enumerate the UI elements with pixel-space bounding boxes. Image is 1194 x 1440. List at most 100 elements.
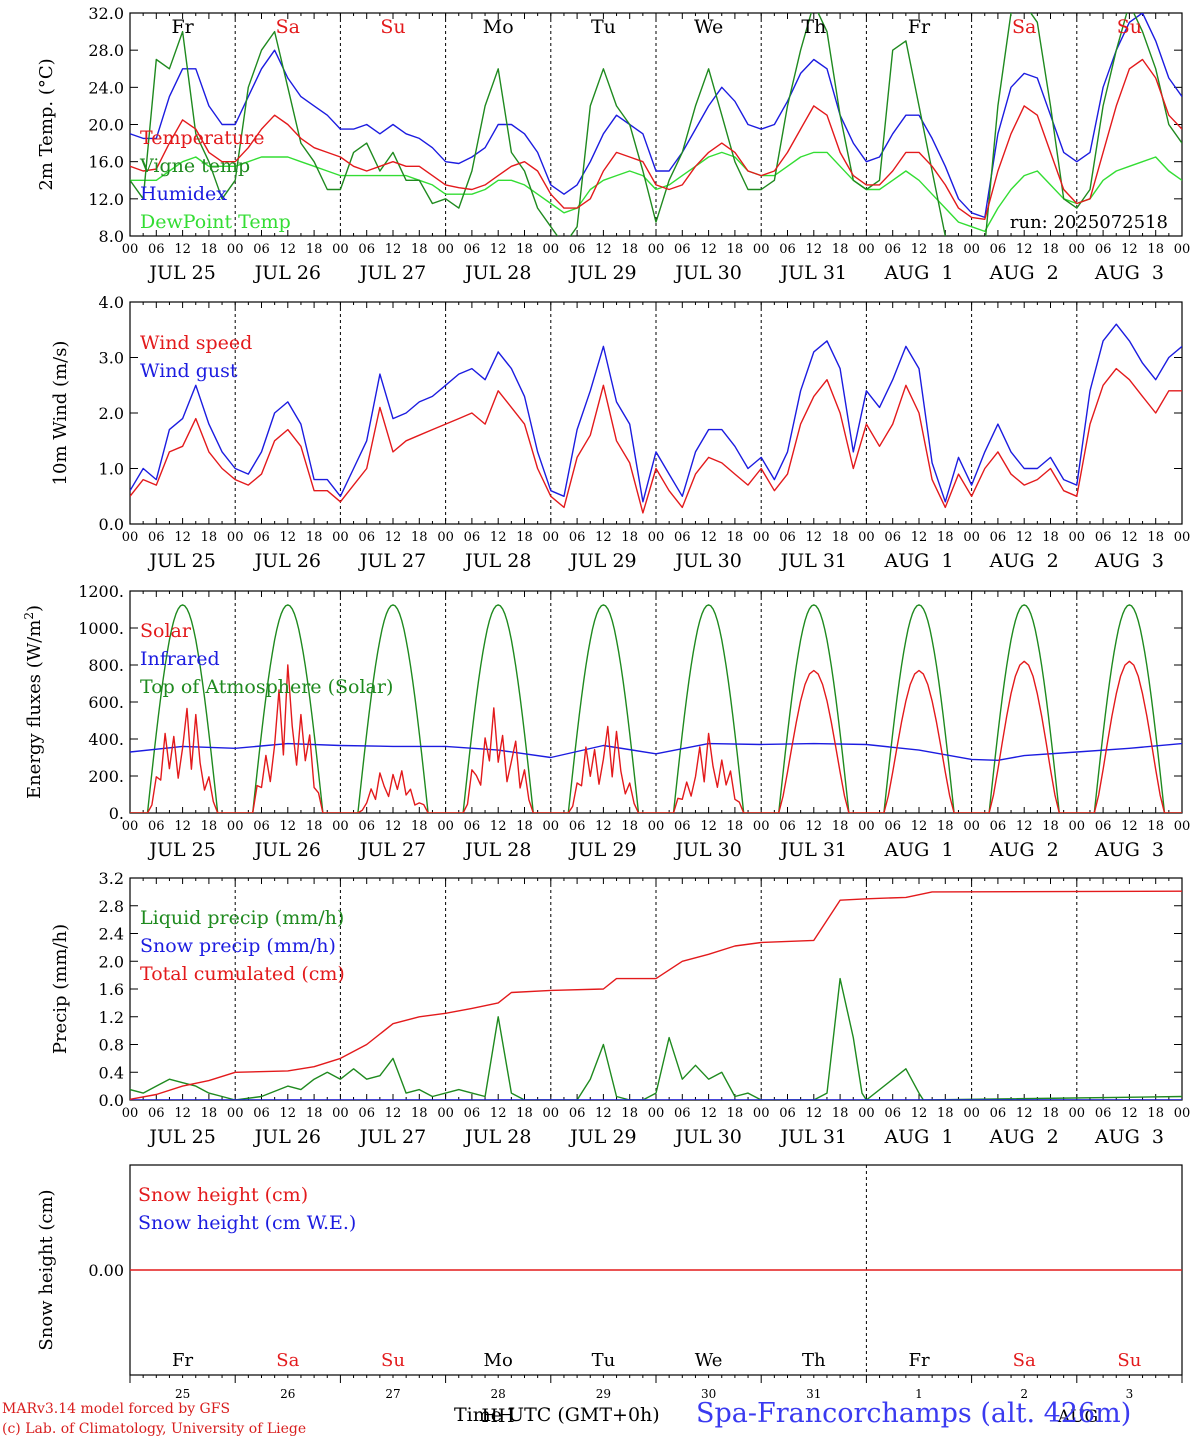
hour-label: 12 <box>490 242 507 257</box>
weekday-label: Sa <box>276 16 300 38</box>
date-label: JUL 25 <box>147 839 215 861</box>
y-tick-label: 600. <box>88 693 124 712</box>
weekday-label: Su <box>380 16 405 38</box>
hour-label: 06 <box>1095 1106 1112 1121</box>
hour-label: 18 <box>937 1106 954 1121</box>
hour-label: 00 <box>437 819 454 834</box>
y-tick-label: 0. <box>109 804 124 823</box>
hour-label: 06 <box>674 530 691 545</box>
hour-label: 12 <box>385 242 402 257</box>
hour-label: 00 <box>437 1106 454 1121</box>
hour-label: 18 <box>306 1106 323 1121</box>
day-number: 27 <box>385 1387 400 1401</box>
hour-label: 00 <box>437 242 454 257</box>
hour-label: 12 <box>280 1106 297 1121</box>
hour-label: 18 <box>1147 530 1164 545</box>
hour-label: 18 <box>516 242 533 257</box>
hour-label: 06 <box>674 242 691 257</box>
hour-label: 00 <box>648 819 665 834</box>
weekday-label: We <box>694 16 723 38</box>
date-label: AUG 2 <box>989 550 1059 572</box>
hour-label: 12 <box>490 819 507 834</box>
y-tick-label: 0.8 <box>99 1036 124 1055</box>
hour-label: 06 <box>1095 819 1112 834</box>
y-axis-label: 10m Wind (m/s) <box>50 341 71 486</box>
weekday-label: Tu <box>591 16 616 38</box>
date-label: JUL 25 <box>147 550 215 572</box>
y-tick-label: 28.0 <box>88 41 124 60</box>
series-line <box>130 977 1182 1100</box>
hour-label: 06 <box>464 819 481 834</box>
legend-entry: Vigne temp <box>139 155 250 177</box>
hour-label: 06 <box>358 1106 375 1121</box>
hour-label: 00 <box>753 530 770 545</box>
hour-label: 18 <box>516 819 533 834</box>
date-label: AUG 1 <box>883 262 953 284</box>
hour-label: 06 <box>779 530 796 545</box>
y-tick-label: 16.0 <box>88 153 124 172</box>
date-label: AUG 1 <box>883 550 953 572</box>
day-number: 31 <box>806 1387 821 1401</box>
weekday-label: Fr <box>908 16 931 38</box>
model-credit-line2: (c) Lab. of Climatology, University of L… <box>2 1421 307 1437</box>
weekday-label: Sa <box>1013 1350 1036 1371</box>
date-label: JUL 29 <box>568 839 636 861</box>
series-line <box>130 890 1182 1100</box>
hour-label: 06 <box>990 530 1007 545</box>
hour-label: 06 <box>358 819 375 834</box>
hour-label: 18 <box>727 242 744 257</box>
date-label: JUL 27 <box>358 262 426 284</box>
hour-label: 12 <box>280 530 297 545</box>
y-tick-label: 2.0 <box>99 404 124 423</box>
hour-label: 12 <box>700 242 717 257</box>
hour-label: 18 <box>1042 242 1059 257</box>
y-tick-label: 2.0 <box>99 952 124 971</box>
station-name: Spa-Francorchamps (alt. 426m) <box>696 1398 1132 1429</box>
hour-label: 12 <box>911 819 928 834</box>
date-label: JUL 28 <box>463 1126 531 1148</box>
hour-label: 06 <box>148 530 165 545</box>
weekday-label: Th <box>802 1350 826 1371</box>
hour-label: 18 <box>1147 819 1164 834</box>
y-tick-label: 1000. <box>78 619 124 638</box>
date-label: JUL 26 <box>253 262 321 284</box>
hour-label: 00 <box>858 819 875 834</box>
weekday-label: Th <box>801 16 826 38</box>
hour-label: 18 <box>1042 1106 1059 1121</box>
y-tick-label: 0.0 <box>99 515 124 534</box>
hour-label: 12 <box>1016 819 1033 834</box>
hour-label: 18 <box>1147 242 1164 257</box>
hour-label: 12 <box>174 242 191 257</box>
date-label: JUL 26 <box>253 839 321 861</box>
aug-label: AUG <box>1057 1407 1098 1427</box>
date-label: AUG 3 <box>1094 1126 1164 1148</box>
hour-label: 12 <box>806 819 823 834</box>
hour-label: 00 <box>963 242 980 257</box>
legend-entry: Wind speed <box>140 332 252 354</box>
hour-label: 00 <box>858 1106 875 1121</box>
hour-label: 12 <box>806 242 823 257</box>
date-label: JUL 28 <box>463 550 531 572</box>
hour-label: 06 <box>990 1106 1007 1121</box>
hour-label: 06 <box>569 819 586 834</box>
hour-label: 06 <box>884 1106 901 1121</box>
hour-label: 06 <box>569 1106 586 1121</box>
hour-label: 18 <box>621 530 638 545</box>
hour-label: 18 <box>937 530 954 545</box>
hour-label: 06 <box>779 242 796 257</box>
day-number: 25 <box>175 1387 190 1401</box>
model-credit: MARv3.14 model forced by GFS (c) Lab. of… <box>2 1399 306 1439</box>
legend-entry: Liquid precip (mm/h) <box>140 907 344 929</box>
hour-label: 00 <box>1174 242 1191 257</box>
hour-label: 06 <box>464 1106 481 1121</box>
day-number: 29 <box>596 1387 611 1401</box>
hour-label: 00 <box>1069 242 1086 257</box>
date-label: JUL 25 <box>147 262 215 284</box>
model-credit-line1: MARv3.14 model forced by GFS <box>2 1401 231 1417</box>
hour-label: 18 <box>727 530 744 545</box>
hour-label: 18 <box>411 530 428 545</box>
series-line <box>130 58 1182 220</box>
date-label: JUL 30 <box>673 1126 741 1148</box>
hour-label: 12 <box>700 1106 717 1121</box>
panel-2: 00 06 12 18 00 06 12 18 00 06 12 18 00 06 12 18 00 06 12 18… <box>50 293 1190 572</box>
